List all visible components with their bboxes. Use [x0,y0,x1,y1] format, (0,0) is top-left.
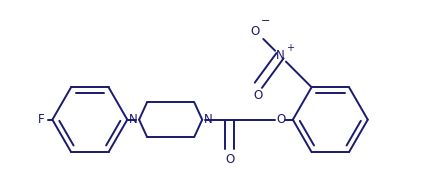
Text: O: O [225,153,234,166]
Text: −: − [261,16,270,26]
Text: O: O [251,25,260,38]
Text: N: N [204,113,212,126]
Text: O: O [254,89,263,102]
Text: F: F [38,113,44,126]
Text: +: + [286,43,294,53]
Text: O: O [276,113,286,126]
Text: N: N [129,113,138,126]
Text: N: N [276,49,284,62]
